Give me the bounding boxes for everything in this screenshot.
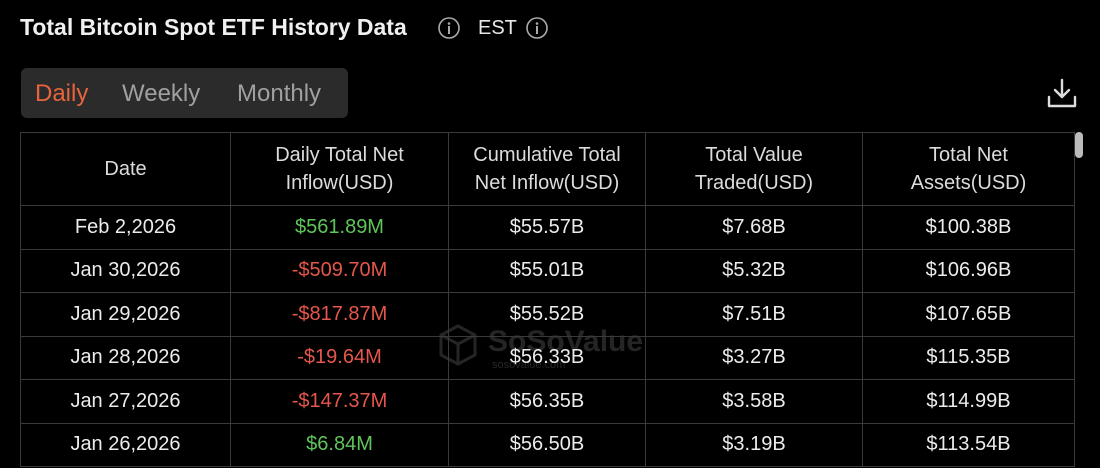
- value-cell: $107.65B: [862, 292, 1075, 337]
- value-cell: $7.68B: [645, 205, 863, 250]
- date-cell: Jan 27,2026: [20, 379, 231, 424]
- page-title: Total Bitcoin Spot ETF History Data: [20, 14, 407, 40]
- value-cell: $561.89M: [230, 205, 449, 250]
- column-header: Total Value Traded(USD): [645, 132, 863, 206]
- period-tab[interactable]: Daily: [35, 80, 89, 107]
- column-header-line: Assets(USD): [910, 172, 1027, 194]
- value-cell: $106.96B: [862, 248, 1075, 293]
- date-cell: Jan 26,2026: [20, 422, 231, 467]
- column-header: Total Net Assets(USD): [862, 132, 1075, 206]
- value-cell: $3.58B: [645, 379, 863, 424]
- value-cell: $55.52B: [448, 292, 646, 337]
- value-cell: -$147.37M: [230, 379, 449, 424]
- data-row: Jan 26,2026 $6.84M $56.50B $3.19B $113.54B: [20, 422, 1075, 467]
- value-cell: $115.35B: [862, 335, 1075, 380]
- column-header-line: Inflow(USD): [285, 172, 394, 194]
- data-row: Jan 27,2026 -$147.37M $56.35B $3.58B $114.99…: [20, 379, 1075, 424]
- value-cell: $114.99B: [862, 379, 1075, 424]
- value-cell: $55.01B: [448, 248, 646, 293]
- value-cell: -$817.87M: [230, 292, 449, 337]
- column-header: Cumulative Total Net Inflow(USD): [448, 132, 646, 206]
- info-icon[interactable]: [438, 17, 460, 39]
- date-cell: Jan 30,2026: [20, 248, 231, 293]
- column-header-line: Traded(USD): [694, 172, 814, 194]
- data-row: Jan 28,2026 -$19.64M $56.33B $3.27B $115.35B: [20, 335, 1075, 380]
- value-cell: $3.27B: [645, 335, 863, 380]
- value-cell: $5.32B: [645, 248, 863, 293]
- column-header-line: Daily Total Net: [275, 144, 404, 166]
- value-cell: $100.38B: [862, 205, 1075, 250]
- value-cell: -$509.70M: [230, 248, 449, 293]
- period-tab[interactable]: Monthly: [237, 80, 322, 107]
- date-cell: Jan 29,2026: [20, 292, 231, 337]
- column-header-line: Total Value: [705, 144, 803, 166]
- value-cell: $56.33B: [448, 335, 646, 380]
- column-header-line: Date: [104, 158, 147, 180]
- period-tab[interactable]: Weekly: [122, 80, 201, 107]
- header-row: Date Daily Total Net Inflow(USD) Cumulative…: [20, 132, 1075, 206]
- data-row: Feb 2,2026 $561.89M $55.57B $7.68B $100.38B: [20, 205, 1075, 250]
- value-cell: -$19.64M: [230, 335, 449, 380]
- column-header-line: Total Net: [929, 144, 1008, 166]
- date-cell: Feb 2,2026: [20, 205, 231, 250]
- value-cell: $56.35B: [448, 379, 646, 424]
- value-cell: $56.50B: [448, 422, 646, 467]
- value-cell: $7.51B: [645, 292, 863, 337]
- value-cell: $55.57B: [448, 205, 646, 250]
- date-cell: Jan 28,2026: [20, 335, 231, 380]
- scrollbar[interactable]: [1074, 132, 1084, 468]
- data-row: Jan 29,2026 -$817.87M $55.52B $7.51B $107.65…: [20, 292, 1075, 337]
- value-cell: $6.84M: [230, 422, 449, 467]
- period-tabs: Daily Weekly Monthly: [21, 68, 348, 118]
- timezone: EST: [478, 17, 517, 39]
- column-header: Daily Total Net Inflow(USD): [230, 132, 449, 206]
- column-header-line: Cumulative Total: [473, 144, 621, 166]
- value-cell: $113.54B: [862, 422, 1075, 467]
- scrollbar-thumb[interactable]: [1075, 132, 1083, 158]
- info-icon[interactable]: [526, 17, 548, 39]
- column-header: Date: [20, 132, 231, 206]
- value-cell: $3.19B: [645, 422, 863, 467]
- history-table: Date Daily Total Net Inflow(USD) Cumulative…: [20, 132, 1075, 467]
- download-button[interactable]: [1046, 77, 1078, 109]
- column-header-line: Net Inflow(USD): [474, 172, 620, 194]
- data-row: Jan 30,2026 -$509.70M $55.01B $5.32B $106.96…: [20, 248, 1075, 293]
